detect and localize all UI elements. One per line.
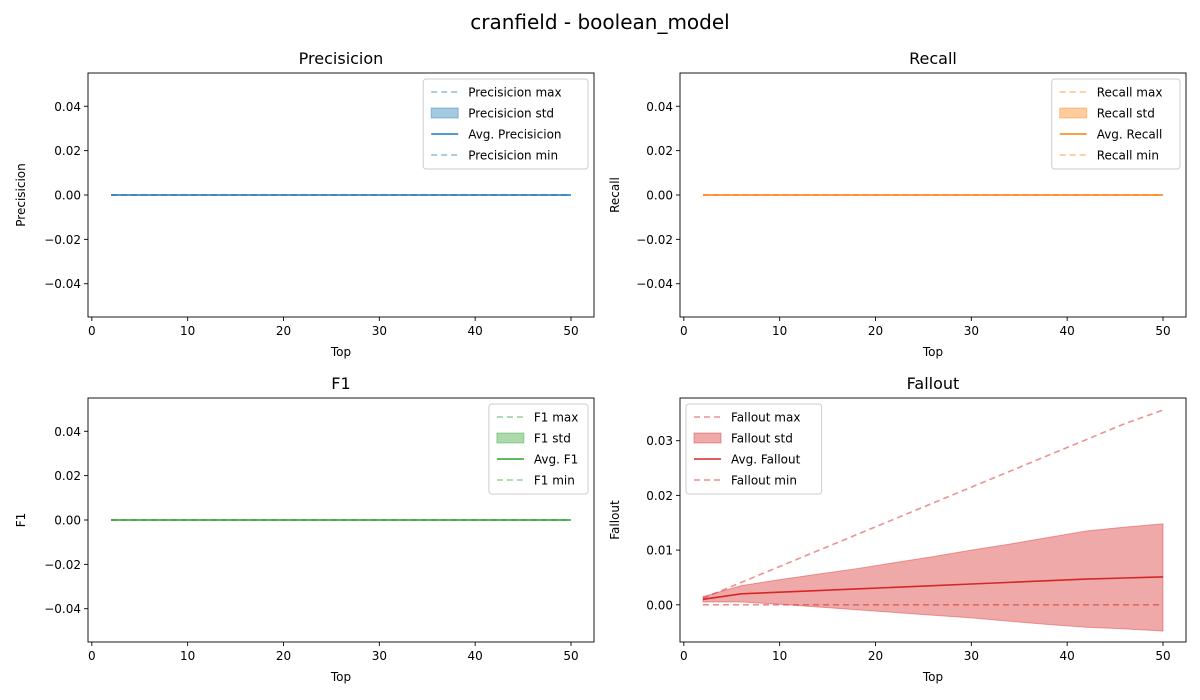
x-tick-label: 0 — [88, 324, 96, 338]
y-tick-label: −0.02 — [44, 558, 81, 572]
legend-label: Recall std — [1097, 107, 1155, 121]
x-tick-label: 50 — [1155, 324, 1170, 338]
x-tick-label: 40 — [468, 324, 483, 338]
y-tick-label: 0.00 — [646, 189, 673, 203]
legend-label: Avg. F1 — [534, 453, 578, 467]
legend-label: F1 max — [534, 411, 579, 425]
legend-box — [1051, 78, 1181, 170]
legend-label: Fallout min — [731, 474, 797, 488]
legend-label: Precisicion min — [468, 149, 558, 163]
x-tick-label: 40 — [468, 649, 483, 663]
y-tick-label: −0.04 — [636, 277, 673, 291]
subplot-fallout: Fallout 0 10 20 30 40 50 0.00 0.01 0.02 0.03 Top Fal… — [608, 374, 1187, 684]
x-tick-label: 0 — [680, 324, 688, 338]
legend-swatch — [693, 432, 722, 444]
x-tick-label: 30 — [964, 649, 979, 663]
y-tick-label: 0.02 — [646, 489, 673, 503]
x-tick-label: 30 — [372, 324, 387, 338]
legend-swatch — [496, 432, 525, 444]
subplot-title: Fallout — [907, 374, 960, 393]
legend-swatch — [430, 107, 459, 119]
x-axis-label: Top — [922, 345, 943, 359]
y-tick-label: 0.03 — [646, 434, 673, 448]
x-tick-label: 40 — [1060, 649, 1075, 663]
y-tick-label: 0.00 — [646, 598, 673, 612]
y-tick-label: −0.02 — [636, 233, 673, 247]
subplot-recall: Recall 0 10 20 30 40 50 −0.04 −0.02 0.00 0.02 0.04 T… — [608, 49, 1187, 359]
x-tick-label: 10 — [772, 324, 787, 338]
legend-label: Avg. Precisicion — [468, 128, 561, 142]
x-axis-label: Top — [330, 345, 351, 359]
legend-label: Fallout std — [731, 432, 793, 446]
x-tick-label: 50 — [563, 324, 578, 338]
legend-label: Avg. Fallout — [731, 453, 801, 467]
legend-label: F1 min — [534, 474, 575, 488]
legend-box — [488, 403, 589, 495]
plot-area — [702, 409, 1164, 632]
x-axis-label: Top — [330, 670, 351, 684]
legend-label: Precisicion std — [468, 107, 554, 121]
x-tick-label: 50 — [563, 649, 578, 663]
y-axis-label: Recall — [608, 177, 622, 213]
x-tick-label: 20 — [868, 649, 883, 663]
std-band — [702, 523, 1164, 632]
y-tick-label: −0.04 — [44, 602, 81, 616]
y-tick-label: 0.04 — [54, 100, 81, 114]
x-tick-label: 10 — [180, 324, 195, 338]
legend-label: F1 std — [534, 432, 571, 446]
series-line-avg-fallout — [702, 576, 1164, 601]
x-tick-label: 30 — [964, 324, 979, 338]
x-tick-label: 20 — [276, 324, 291, 338]
legend-label: Recall min — [1097, 149, 1159, 163]
legend-label: Avg. Recall — [1097, 128, 1163, 142]
x-tick-label: 30 — [372, 649, 387, 663]
subplot-title: F1 — [331, 374, 350, 393]
legend-swatch — [1059, 107, 1088, 119]
x-tick-label: 20 — [868, 324, 883, 338]
legend-box — [422, 78, 589, 170]
subplot-title: Precisicion — [299, 49, 384, 68]
y-tick-label: 0.00 — [54, 189, 81, 203]
subplot-precisicion: Precisicion 0 10 20 30 40 50 −0.04 −0.02 0.00 0.02… — [14, 49, 595, 359]
x-tick-label: 0 — [88, 649, 96, 663]
y-tick-label: 0.04 — [646, 100, 673, 114]
series-line-fallout-max — [702, 409, 1164, 599]
y-tick-label: 0.02 — [54, 144, 81, 158]
legend: Precisicion max Precisicion std Avg. Preci… — [422, 78, 589, 170]
y-tick-label: 0.02 — [54, 469, 81, 483]
y-axis-label: Precisicion — [14, 163, 28, 226]
legend: Fallout max Fallout std Avg. Fallout Fallou… — [685, 403, 823, 495]
subplot-f1: F1 0 10 20 30 40 50 −0.04 −0.02 0.00 0.02 0.04 Top F1… — [14, 374, 595, 684]
x-tick-label: 50 — [1155, 649, 1170, 663]
y-axis-label: Fallout — [608, 500, 622, 540]
legend-label: Recall max — [1097, 86, 1163, 100]
subplot-grid: Precisicion 0 10 20 30 40 50 −0.04 −0.02 0.00 0.02… — [14, 49, 1187, 684]
x-tick-label: 40 — [1060, 324, 1075, 338]
x-axis-label: Top — [922, 670, 943, 684]
legend: F1 max F1 std Avg. F1 F1 min — [488, 403, 589, 495]
legend: Recall max Recall std Avg. Recall Recall mi… — [1051, 78, 1181, 170]
subplot-title: Recall — [909, 49, 957, 68]
y-tick-label: 0.01 — [646, 544, 673, 558]
x-tick-label: 0 — [680, 649, 688, 663]
x-tick-label: 20 — [276, 649, 291, 663]
legend-box — [685, 403, 823, 495]
axes-frame — [679, 397, 1187, 643]
x-tick-label: 10 — [772, 649, 787, 663]
y-tick-label: 0.00 — [54, 514, 81, 528]
legend-label: Precisicion max — [468, 86, 561, 100]
y-tick-label: 0.02 — [646, 144, 673, 158]
figure-title: cranfield - boolean_model — [470, 10, 729, 34]
y-tick-label: −0.02 — [44, 233, 81, 247]
y-axis-label: F1 — [14, 513, 28, 528]
y-tick-label: 0.04 — [54, 425, 81, 439]
x-tick-label: 10 — [180, 649, 195, 663]
y-tick-label: −0.04 — [44, 277, 81, 291]
legend-label: Fallout max — [731, 411, 800, 425]
